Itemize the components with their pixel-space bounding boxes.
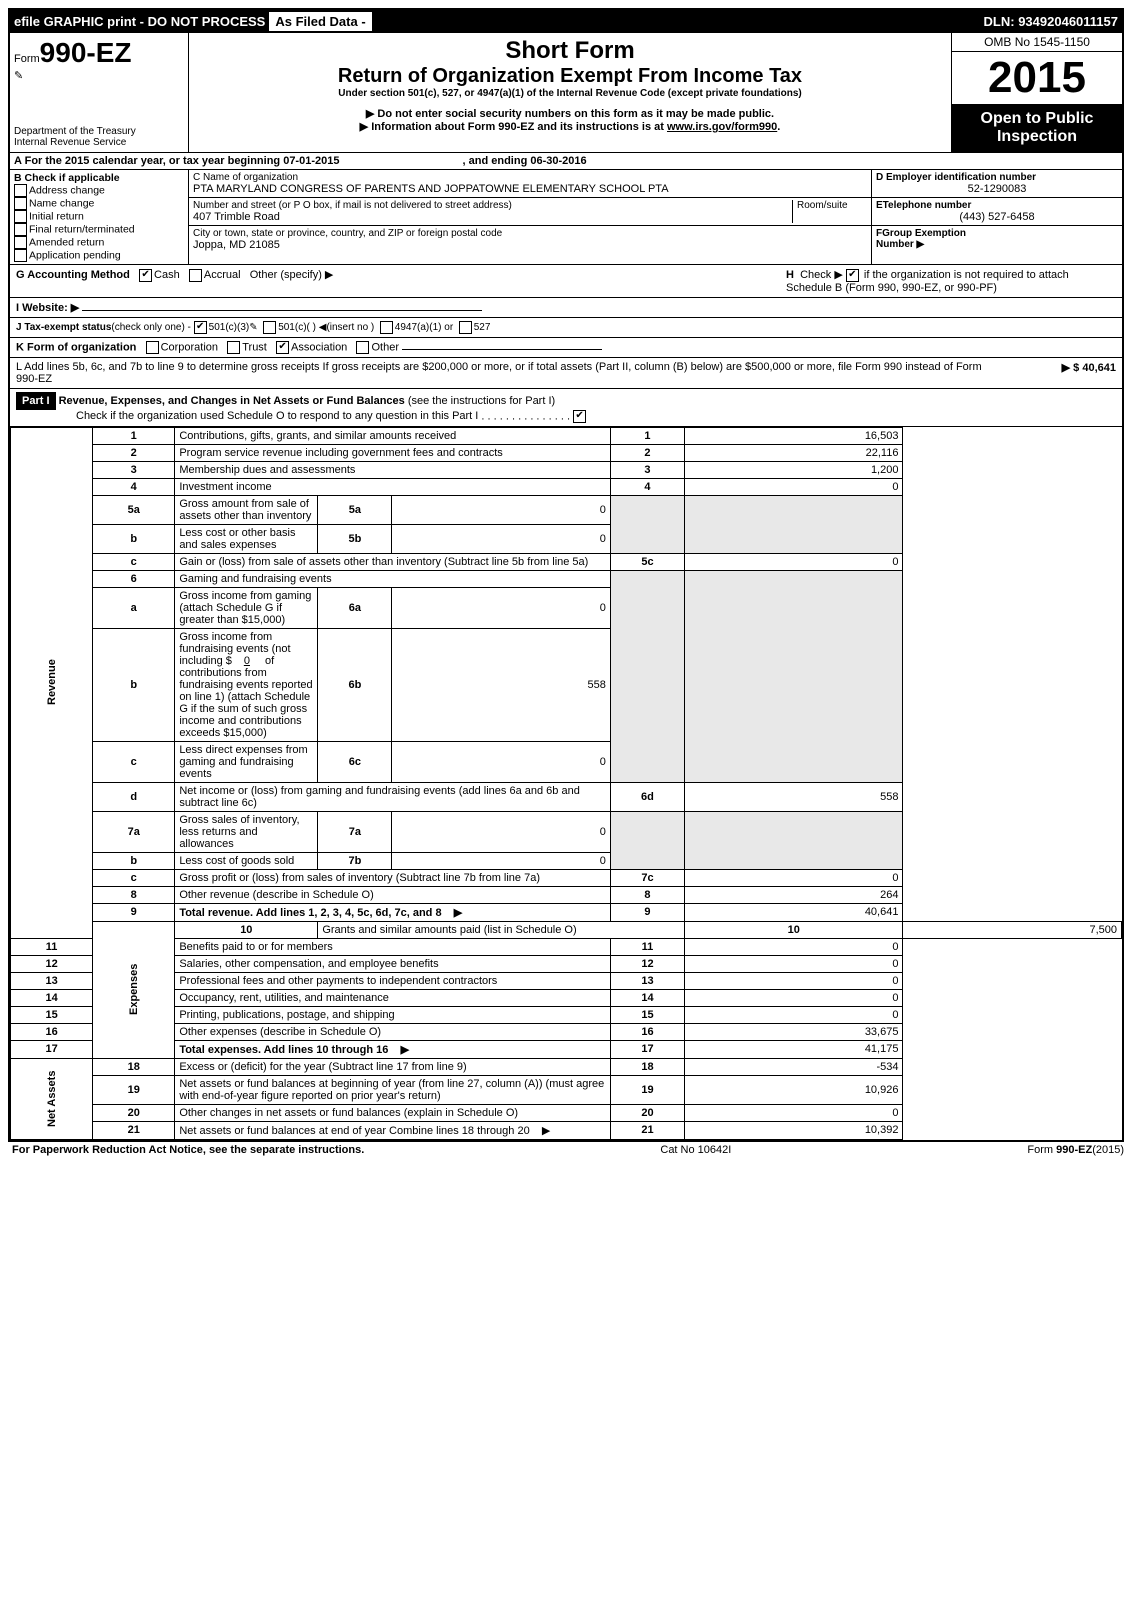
checkbox-final-return[interactable]: [14, 223, 27, 236]
checkbox-name-change[interactable]: [14, 197, 27, 210]
open-to-public: Open to Public Inspection: [952, 104, 1122, 152]
revenue-label: Revenue: [11, 427, 93, 938]
header-right: OMB No 1545-1150 2015 Open to Public Ins…: [951, 33, 1122, 152]
expenses-label: Expenses: [93, 921, 175, 1058]
line-i: I Website: ▶: [10, 298, 1122, 318]
checkbox-trust[interactable]: [227, 341, 240, 354]
footer-center: Cat No 10642I: [660, 1144, 731, 1156]
line-j: J Tax-exempt status(check only one) - ✔5…: [10, 318, 1122, 338]
checkbox-association[interactable]: ✔: [276, 341, 289, 354]
line-16-val: 33,675: [685, 1023, 903, 1040]
line-7b-val: 0: [392, 852, 610, 869]
line-21-val: 10,392: [685, 1121, 903, 1139]
omb-number: OMB No 1545-1150: [952, 33, 1122, 52]
line-5b-val: 0: [392, 524, 610, 553]
line-7c-val: 0: [685, 869, 903, 886]
header: Form990-EZ ✎ Department of the Treasury …: [10, 33, 1122, 153]
section-c: C Name of organization PTA MARYLAND CONG…: [189, 170, 871, 264]
line-11-val: 0: [685, 938, 903, 955]
section-bcdef: B Check if applicable Address change Nam…: [10, 170, 1122, 265]
top-bar: efile GRAPHIC print - DO NOT PROCESS As …: [10, 10, 1122, 33]
netassets-label: Net Assets: [11, 1058, 93, 1139]
checkbox-cash[interactable]: ✔: [139, 269, 152, 282]
line-l: L Add lines 5b, 6c, and 7b to line 9 to …: [10, 358, 1122, 389]
checkbox-501c[interactable]: [263, 321, 276, 334]
checkbox-application-pending[interactable]: [14, 249, 27, 262]
line-6c-val: 0: [392, 741, 610, 782]
checkbox-schedule-o[interactable]: ✔: [573, 410, 586, 423]
line-7a-val: 0: [392, 811, 610, 852]
footer: For Paperwork Reduction Act Notice, see …: [8, 1142, 1128, 1158]
asfiled-box: As Filed Data -: [269, 12, 371, 31]
line-20-val: 0: [685, 1104, 903, 1121]
part-i-header: Part I Revenue, Expenses, and Changes in…: [10, 389, 1122, 427]
line-8-val: 264: [685, 886, 903, 903]
return-title: Return of Organization Exempt From Incom…: [193, 65, 947, 88]
gross-receipts: ▶ $ 40,641: [996, 361, 1116, 385]
checkbox-other-org[interactable]: [356, 341, 369, 354]
dept-label: Department of the Treasury Internal Reve…: [14, 126, 184, 148]
checkbox-accrual[interactable]: [189, 269, 202, 282]
line-6b-val: 558: [392, 628, 610, 741]
line-9-val: 40,641: [685, 903, 903, 921]
note-ssn: ▶ Do not enter social security numbers o…: [193, 107, 947, 120]
line-13-val: 0: [685, 972, 903, 989]
line-17-val: 41,175: [685, 1040, 903, 1058]
header-center: Short Form Return of Organization Exempt…: [189, 33, 951, 152]
line-g-h: G Accounting Method ✔Cash Accrual Other …: [10, 265, 1122, 298]
line-19-val: 10,926: [685, 1075, 903, 1104]
line-3-val: 1,200: [685, 461, 903, 478]
subtitle: Under section 501(c), 527, or 4947(a)(1)…: [193, 88, 947, 99]
dln: DLN: 93492046011157: [984, 14, 1118, 29]
footer-left: For Paperwork Reduction Act Notice, see …: [12, 1144, 364, 1156]
section-def: D Employer identification number 52-1290…: [871, 170, 1122, 264]
checkbox-527[interactable]: [459, 321, 472, 334]
org-name: PTA MARYLAND CONGRESS OF PARENTS AND JOP…: [193, 183, 867, 195]
website-input[interactable]: [82, 310, 482, 311]
lines-table: Revenue 1Contributions, gifts, grants, a…: [10, 427, 1122, 1140]
checkbox-amended-return[interactable]: [14, 236, 27, 249]
tax-year: 2015: [952, 52, 1122, 104]
checkbox-501c3[interactable]: ✔: [194, 321, 207, 334]
line-5a-val: 0: [392, 495, 610, 524]
checkbox-initial-return[interactable]: [14, 210, 27, 223]
line-10-val: 7,500: [903, 921, 1122, 938]
line-12-val: 0: [685, 955, 903, 972]
form-990ez: efile GRAPHIC print - DO NOT PROCESS As …: [8, 8, 1124, 1142]
line-6d-val: 558: [685, 782, 903, 811]
line-4-val: 0: [685, 478, 903, 495]
line-1-val: 16,503: [685, 427, 903, 444]
line-6a-val: 0: [392, 587, 610, 628]
ein: 52-1290083: [876, 183, 1118, 195]
org-street: 407 Trimble Road: [193, 211, 792, 223]
pencil-icon: ✎: [14, 69, 184, 82]
footer-right: Form 990-EZ(2015): [1027, 1144, 1124, 1156]
line-5c-val: 0: [685, 553, 903, 570]
checkbox-4947[interactable]: [380, 321, 393, 334]
efile-label: efile GRAPHIC print - DO NOT PROCESS: [14, 14, 265, 29]
form-number: 990-EZ: [40, 37, 132, 68]
header-left: Form990-EZ ✎ Department of the Treasury …: [10, 33, 189, 152]
phone: (443) 527-6458: [876, 211, 1118, 223]
form-prefix: Form: [14, 53, 40, 65]
line-2-val: 22,116: [685, 444, 903, 461]
line-14-val: 0: [685, 989, 903, 1006]
org-city: Joppa, MD 21085: [193, 239, 867, 251]
line-15-val: 0: [685, 1006, 903, 1023]
short-form-title: Short Form: [193, 37, 947, 65]
line-18-val: -534: [685, 1058, 903, 1075]
section-b: B Check if applicable Address change Nam…: [10, 170, 189, 264]
checkbox-address-change[interactable]: [14, 184, 27, 197]
checkbox-corporation[interactable]: [146, 341, 159, 354]
line-k: K Form of organization Corporation Trust…: [10, 338, 1122, 358]
line-a: A For the 2015 calendar year, or tax yea…: [10, 153, 1122, 170]
irs-link[interactable]: www.irs.gov/form990: [667, 121, 777, 133]
checkbox-schedule-b[interactable]: ✔: [846, 269, 859, 282]
note-info: ▶ Information about Form 990-EZ and its …: [193, 120, 947, 133]
